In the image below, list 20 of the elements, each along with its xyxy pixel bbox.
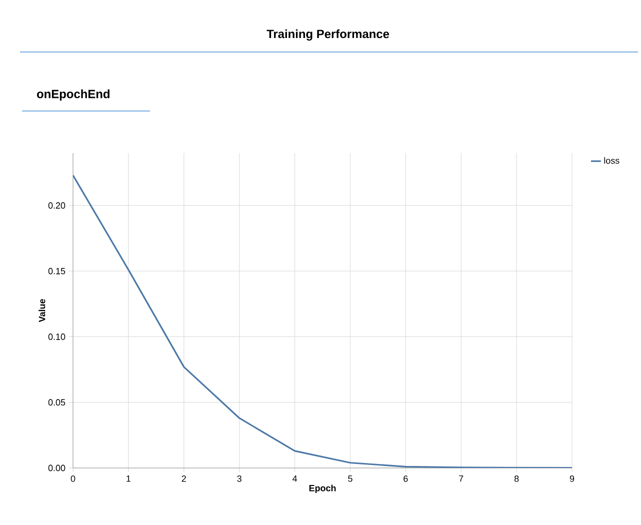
- x-tick-label: 5: [348, 476, 352, 482]
- y-tick-label: 0.00: [48, 464, 66, 472]
- chart-subtitle: onEpochEnd: [36, 89, 110, 101]
- x-tick-label: 6: [404, 476, 408, 482]
- x-tick-label: 3: [237, 476, 242, 482]
- y-tick-label: 0.20: [48, 202, 66, 209]
- y-tick-label: 0.05: [48, 399, 66, 406]
- x-axis-title: Epoch: [309, 484, 336, 494]
- x-tick-label: 0: [70, 476, 76, 482]
- x-tick-label: 2: [182, 476, 186, 482]
- x-tick-label: 7: [459, 476, 464, 482]
- y-tick-label: 0.10: [48, 334, 66, 340]
- x-tick-label: 9: [570, 476, 574, 482]
- y-axis-title: Value: [38, 299, 46, 322]
- y-tick-label: 0.15: [48, 268, 66, 274]
- chart-title: Training Performance: [266, 29, 390, 41]
- legend-label: loss: [604, 157, 620, 164]
- x-tick-label: 1: [126, 476, 131, 482]
- x-tick-label: 4: [292, 476, 298, 482]
- x-tick-label: 8: [514, 476, 519, 482]
